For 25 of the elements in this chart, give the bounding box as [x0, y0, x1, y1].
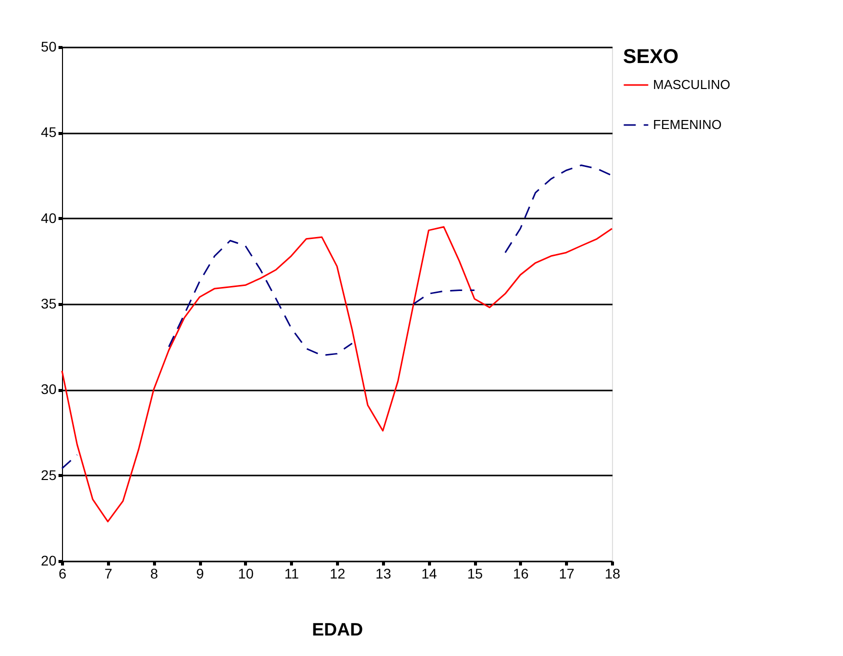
x-tick-label: 6 — [58, 566, 67, 582]
x-axis-title: EDAD — [312, 620, 364, 640]
legend-label: MASCULINO — [653, 77, 730, 92]
x-tick-label: 13 — [376, 566, 392, 582]
x-tick-label: 18 — [604, 566, 620, 582]
y-tick-label: 35 — [40, 296, 57, 312]
x-tick-label: 16 — [513, 566, 529, 582]
x-tick-label: 7 — [104, 566, 112, 582]
y-tick-label: 20 — [40, 552, 57, 568]
x-tick-label: 14 — [421, 566, 438, 582]
x-tick-label: 15 — [467, 566, 483, 582]
y-tick-label: 45 — [40, 124, 57, 140]
x-tick-label: 9 — [196, 566, 204, 582]
x-tick-label: 8 — [150, 566, 158, 582]
y-tick-label: 25 — [40, 466, 57, 483]
x-tick-label: 12 — [330, 566, 346, 582]
y-tick-label: 50 — [40, 38, 57, 54]
y-tick-label: 40 — [40, 210, 57, 226]
x-tick-label: 11 — [284, 566, 300, 582]
x-tick-label: 17 — [558, 566, 575, 582]
x-tick-label: 10 — [238, 566, 254, 582]
legend-title: SEXO — [623, 46, 679, 68]
line-series — [61, 226, 613, 522]
legend-label: FEMENINO — [653, 117, 722, 132]
y-tick-label: 30 — [40, 381, 57, 398]
